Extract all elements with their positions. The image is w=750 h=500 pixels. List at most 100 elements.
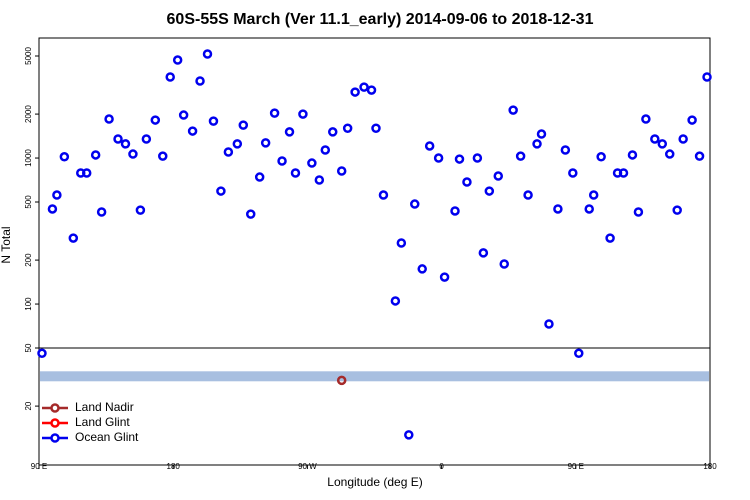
point bbox=[687, 115, 697, 125]
point bbox=[424, 141, 435, 151]
point bbox=[135, 205, 146, 215]
point bbox=[350, 87, 360, 97]
point bbox=[187, 126, 198, 136]
point bbox=[472, 153, 483, 163]
point bbox=[232, 139, 243, 149]
point bbox=[478, 248, 489, 258]
y-tick-label: 5000 bbox=[24, 47, 33, 65]
x-axis-label: Longitude (deg E) bbox=[327, 475, 422, 489]
point bbox=[320, 145, 331, 155]
y-tick-label: 1000 bbox=[24, 149, 33, 167]
legend-label: Land Glint bbox=[75, 415, 130, 429]
point bbox=[366, 85, 377, 95]
point bbox=[195, 76, 205, 86]
point bbox=[568, 168, 578, 178]
point bbox=[128, 149, 138, 159]
point bbox=[462, 177, 472, 187]
point bbox=[307, 158, 317, 168]
point bbox=[536, 129, 547, 139]
point bbox=[90, 150, 101, 160]
point bbox=[202, 49, 213, 59]
point bbox=[390, 296, 401, 306]
point bbox=[618, 168, 629, 178]
point bbox=[150, 115, 161, 125]
point bbox=[404, 430, 414, 440]
x-tick-label: 0 bbox=[439, 462, 444, 471]
point bbox=[284, 127, 295, 137]
point bbox=[178, 110, 189, 120]
point bbox=[523, 190, 533, 200]
point bbox=[433, 153, 444, 163]
point bbox=[650, 134, 660, 144]
point bbox=[657, 139, 668, 149]
x-tick-label: 90 E bbox=[568, 462, 584, 471]
y-tick-label: 2000 bbox=[24, 105, 33, 123]
y-tick-label: 200 bbox=[24, 253, 33, 267]
point bbox=[59, 152, 70, 162]
point bbox=[223, 147, 234, 157]
point bbox=[359, 82, 369, 92]
point bbox=[450, 206, 460, 216]
point bbox=[269, 108, 280, 118]
x-tick-label: 180 bbox=[167, 462, 181, 471]
point bbox=[588, 190, 599, 200]
point bbox=[68, 233, 79, 243]
point bbox=[120, 139, 131, 149]
point bbox=[314, 175, 325, 185]
x-tick-label: 90 W bbox=[298, 462, 317, 471]
point bbox=[238, 120, 249, 130]
point bbox=[165, 72, 175, 82]
point bbox=[298, 109, 308, 119]
point bbox=[158, 151, 168, 161]
point bbox=[410, 199, 420, 209]
plot-frame bbox=[38, 37, 711, 466]
point bbox=[678, 134, 688, 144]
point bbox=[694, 151, 705, 161]
point bbox=[605, 233, 615, 243]
point bbox=[439, 272, 450, 282]
point bbox=[493, 171, 504, 181]
x-tick-label: 90 E bbox=[31, 462, 47, 471]
point bbox=[52, 190, 62, 200]
point bbox=[172, 55, 183, 65]
point bbox=[664, 149, 675, 159]
point bbox=[336, 166, 347, 176]
y-axis-label: N Total bbox=[0, 226, 13, 263]
chart-title: 60S-55S March (Ver 11.1_early) 2014-09-0… bbox=[167, 11, 594, 28]
point bbox=[544, 319, 554, 329]
point bbox=[574, 348, 584, 359]
point bbox=[260, 138, 271, 148]
point bbox=[499, 259, 509, 269]
point bbox=[254, 172, 265, 182]
x-tick-label: 180 bbox=[703, 462, 717, 471]
point bbox=[104, 114, 114, 124]
point bbox=[37, 348, 47, 359]
reference-band bbox=[40, 371, 709, 382]
point bbox=[627, 150, 638, 160]
point bbox=[454, 154, 465, 164]
legend-marker bbox=[50, 403, 60, 413]
point bbox=[672, 205, 682, 215]
point bbox=[641, 114, 651, 124]
point bbox=[596, 152, 606, 162]
point bbox=[633, 207, 644, 217]
legend-marker bbox=[50, 433, 60, 443]
point bbox=[532, 139, 542, 149]
point bbox=[277, 156, 287, 166]
point bbox=[327, 127, 338, 137]
y-tick-label: 50 bbox=[24, 343, 33, 352]
point bbox=[113, 134, 123, 144]
point bbox=[81, 168, 92, 178]
point bbox=[484, 186, 495, 196]
point bbox=[47, 204, 58, 214]
point bbox=[702, 72, 712, 82]
point bbox=[508, 105, 518, 115]
point bbox=[396, 238, 407, 248]
point bbox=[378, 190, 389, 200]
y-tick-label: 500 bbox=[24, 195, 33, 209]
point bbox=[342, 123, 353, 133]
point bbox=[515, 151, 526, 161]
point bbox=[208, 116, 219, 126]
point bbox=[553, 204, 563, 214]
